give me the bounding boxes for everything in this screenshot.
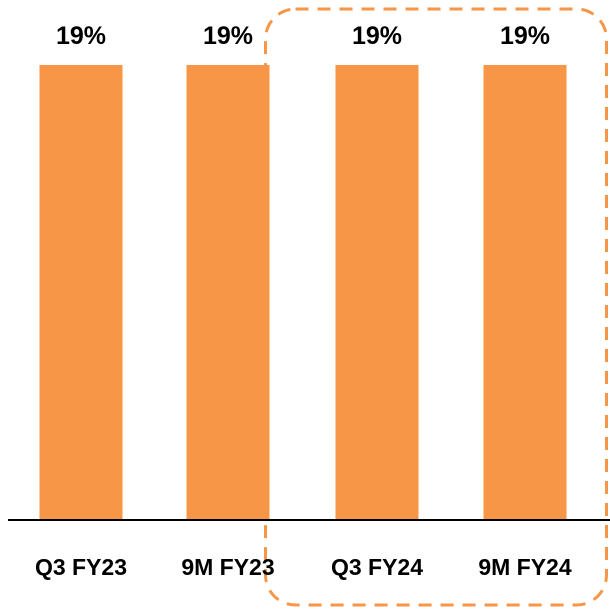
- x-tick-label-q3-fy23: Q3 FY23: [35, 554, 127, 580]
- data-label-q3-fy23: 19%: [56, 22, 106, 50]
- bars-layer: [39, 64, 567, 520]
- bar-9m-fy24: [483, 64, 567, 520]
- data-label-9m-fy24: 19%: [500, 22, 550, 50]
- x-tick-label-9m-fy24: 9M FY24: [478, 554, 572, 580]
- x-tick-label-9m-fy23: 9M FY23: [181, 554, 274, 580]
- bar-q3-fy23: [39, 64, 123, 520]
- bar-q3-fy24: [335, 64, 419, 520]
- bar-9m-fy23: [186, 64, 270, 520]
- data-label-q3-fy24: 19%: [352, 22, 402, 50]
- x-tick-label-q3-fy24: Q3 FY24: [331, 554, 423, 580]
- data-label-9m-fy23: 19%: [203, 22, 253, 50]
- labels-layer: 19% 19% 19% 19% Q3 FY23 9M FY23 Q3 FY24 9M FY24: [35, 22, 572, 580]
